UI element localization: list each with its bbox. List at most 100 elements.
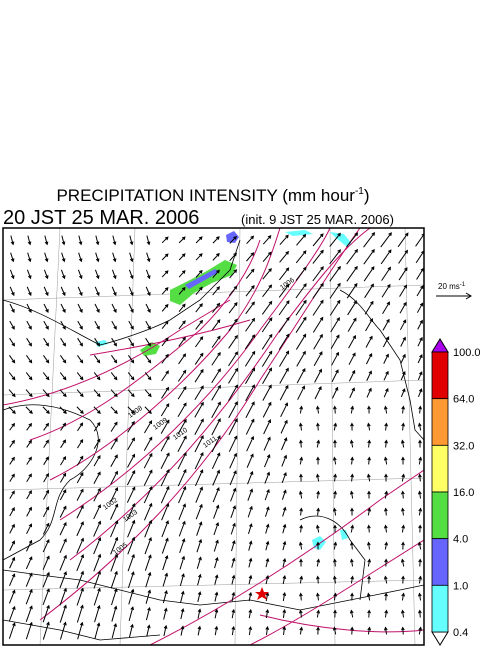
wind-arrow: [316, 507, 320, 516]
wind-arrow: [9, 540, 15, 551]
wind-arrow: [384, 439, 388, 448]
wind-arrow: [279, 234, 289, 246]
wind-arrow: [26, 320, 32, 330]
wind-arrow: [27, 235, 32, 246]
wind-arrow: [246, 435, 255, 452]
wind-arrow: [299, 456, 304, 465]
wind-arrow: [195, 236, 203, 244]
wind-arrow: [331, 351, 339, 366]
wind-arrow: [383, 405, 388, 414]
wind-arrow: [282, 506, 287, 517]
wind-arrow: [348, 334, 356, 349]
wind-arrow: [228, 384, 238, 401]
wind-arrow: [178, 253, 186, 261]
wind-arrow: [262, 284, 273, 298]
wind-arrow: [262, 235, 272, 245]
wind-arrow: [43, 286, 49, 297]
wind-arrow: [279, 350, 290, 367]
wind-arrow: [42, 406, 50, 414]
wind-arrow: [76, 355, 84, 364]
wind-arrow: [60, 337, 66, 347]
wind-arrow: [61, 235, 66, 246]
wind-arrow: [367, 524, 371, 533]
wind-arrow: [364, 283, 374, 299]
wind-arrow: [244, 350, 256, 367]
wind-arrow: [93, 587, 101, 606]
colorbar-label: 64.0: [453, 394, 474, 406]
wind-legend-head: [465, 292, 472, 300]
wind-arrow: [401, 592, 406, 601]
wind-arrow: [128, 269, 134, 280]
wind-arrow: [9, 439, 15, 448]
wind-arrow: [162, 554, 169, 571]
wind-arrow: [384, 473, 388, 482]
wind-arrow: [110, 570, 118, 589]
wind-arrow: [78, 252, 83, 263]
wind-arrow: [417, 592, 422, 601]
wind-arrow: [43, 269, 49, 280]
wind-arrow: [111, 303, 117, 313]
wind-arrow: [8, 389, 16, 398]
wind-arrow: [282, 574, 287, 585]
wind-arrow: [264, 471, 271, 484]
wind-arrow: [364, 300, 374, 315]
wind-arrow: [265, 625, 270, 636]
wind-arrow: [180, 625, 185, 636]
wind-arrow: [400, 609, 405, 618]
wind-arrow: [93, 537, 102, 555]
wind-arrow: [143, 436, 153, 451]
wind-arrow: [263, 419, 272, 435]
wind-arrow: [333, 490, 337, 499]
wind-arrow: [195, 486, 203, 503]
isobars: [3, 228, 424, 645]
wind-arrow: [228, 318, 238, 332]
wind-arrow: [383, 370, 389, 381]
wind-arrow: [383, 387, 389, 398]
wind-arrow: [212, 236, 220, 244]
wind-arrow: [278, 316, 290, 333]
wind-arrow: [25, 355, 33, 364]
wind-arrow: [93, 570, 101, 589]
wind-arrow: [76, 472, 84, 484]
wind-arrow: [332, 626, 337, 635]
wind-arrow: [43, 303, 49, 313]
wind-arrow: [367, 456, 371, 465]
wind-arrow: [298, 490, 303, 499]
wind-arrow: [211, 401, 221, 418]
wind-arrow: [195, 319, 204, 330]
wind-arrow: [401, 456, 405, 465]
wind-arrow: [229, 252, 237, 262]
wind-arrow: [194, 418, 204, 435]
wind-arrow: [264, 488, 270, 501]
wind-arrow: [177, 468, 187, 487]
wind-arrow: [316, 626, 320, 635]
wind-arrow: [346, 232, 359, 248]
wind-arrow: [59, 554, 67, 571]
wind-arrow: [145, 337, 151, 347]
wind-arrow: [331, 386, 339, 399]
wind-arrow: [195, 253, 203, 261]
wind-arrow: [418, 558, 422, 567]
wind-arrow: [59, 571, 67, 589]
wind-arrow: [197, 608, 202, 619]
isobar-label: 1011: [202, 435, 218, 449]
wind-arrow: [279, 384, 289, 401]
wind-arrow: [194, 368, 204, 383]
wind-arrow: [95, 252, 100, 263]
wind-arrow: [161, 353, 169, 364]
wind-arrow: [25, 588, 33, 605]
wind-arrow: [161, 320, 169, 329]
wind-arrow: [25, 621, 33, 640]
wind-legend-label: 20 ms-1: [438, 282, 466, 291]
wind-arrow: [93, 372, 101, 381]
title-close: ): [364, 186, 370, 205]
wind-arrow: [9, 556, 16, 569]
wind-arrow: [76, 587, 84, 606]
wind-arrow: [59, 472, 67, 483]
wind-arrow: [160, 419, 170, 434]
wind-arrow: [299, 626, 304, 635]
wind-arrow: [196, 538, 203, 553]
wind-arrow: [9, 523, 15, 534]
wind-arrow: [194, 401, 204, 418]
wind-arrow: [400, 336, 406, 347]
